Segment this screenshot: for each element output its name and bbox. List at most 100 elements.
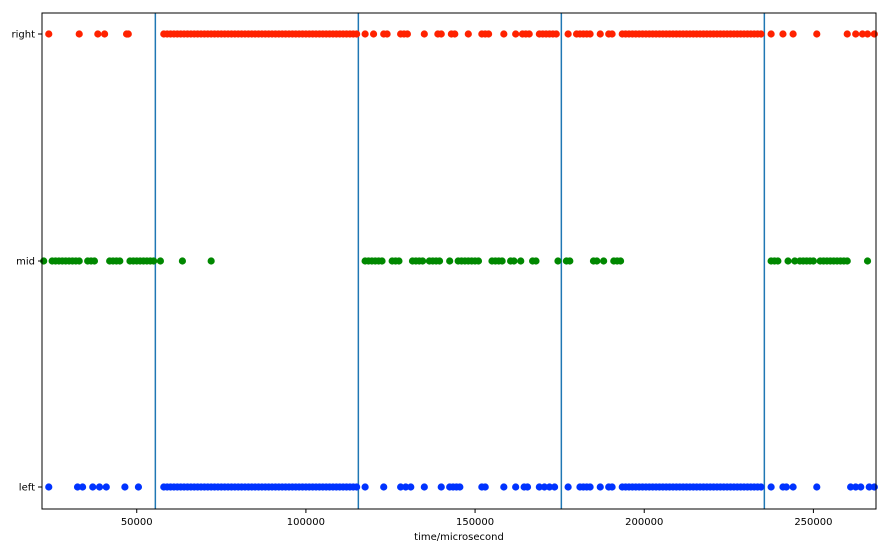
point-left	[865, 483, 873, 491]
point-mid	[791, 257, 799, 265]
point-right	[596, 30, 604, 38]
x-tick-label: 100000	[287, 517, 325, 528]
point-right	[525, 30, 533, 38]
point-right	[383, 30, 391, 38]
point-mid	[75, 257, 83, 265]
point-left	[79, 483, 87, 491]
point-mid	[419, 257, 427, 265]
data-points	[40, 30, 878, 491]
point-left	[73, 483, 82, 491]
point-mid	[156, 257, 165, 265]
point-left	[456, 483, 464, 491]
point-left	[813, 483, 821, 491]
point-left	[782, 483, 790, 491]
point-right	[852, 30, 860, 38]
point-mid	[517, 257, 525, 265]
point-right	[500, 30, 508, 38]
x-tick-label: 150000	[456, 517, 494, 528]
point-left	[852, 483, 860, 491]
point-left	[437, 483, 445, 491]
point-mid	[593, 257, 601, 265]
point-right	[485, 30, 493, 38]
point-left	[45, 483, 53, 491]
point-left	[102, 483, 110, 491]
point-right	[757, 30, 765, 38]
point-left	[767, 483, 775, 491]
y-tick-label-right: right	[12, 30, 36, 41]
point-left	[121, 483, 129, 491]
point-right	[451, 30, 459, 38]
x-axis-ticks: 50000 100000 150000 200000 250000	[121, 509, 833, 528]
point-left	[402, 483, 410, 491]
point-left	[407, 483, 415, 491]
point-mid	[178, 257, 187, 265]
point-left	[361, 483, 369, 491]
x-tick-label: 50000	[121, 517, 153, 528]
point-mid	[784, 257, 792, 265]
point-mid	[474, 257, 483, 265]
point-left	[789, 483, 797, 491]
point-mid	[616, 257, 625, 265]
point-left	[596, 483, 604, 491]
point-left	[545, 483, 554, 491]
point-right	[464, 30, 472, 38]
point-mid	[809, 257, 818, 265]
point-left	[500, 483, 508, 491]
point-right	[813, 30, 821, 38]
point-right	[789, 30, 797, 38]
point-right	[369, 30, 378, 38]
point-left	[95, 483, 104, 491]
point-right	[420, 30, 428, 38]
point-left	[353, 483, 361, 491]
point-left	[870, 483, 878, 491]
point-right	[353, 30, 361, 38]
point-left	[535, 483, 543, 491]
point-mid	[863, 257, 872, 265]
point-left	[757, 483, 765, 491]
point-mid	[90, 257, 99, 265]
point-right	[870, 30, 878, 38]
point-right	[124, 30, 132, 38]
point-mid	[395, 257, 403, 265]
point-left	[847, 483, 855, 491]
point-left	[586, 483, 594, 491]
point-left	[564, 483, 572, 491]
point-left	[380, 483, 388, 491]
point-mid	[600, 257, 608, 265]
x-tick-label: 200000	[625, 517, 663, 528]
point-right	[512, 30, 520, 38]
point-mid	[116, 257, 124, 265]
point-mid	[554, 257, 562, 265]
point-left	[134, 483, 143, 491]
y-axis-ticks: left mid right	[12, 30, 42, 494]
point-right	[403, 30, 412, 38]
point-right	[94, 30, 102, 38]
point-right	[863, 30, 872, 38]
point-left	[512, 483, 520, 491]
point-right	[552, 30, 560, 38]
point-right	[437, 30, 445, 38]
x-axis-title: time/microsecond	[414, 532, 504, 541]
x-tick-label: 250000	[794, 517, 832, 528]
point-left	[397, 483, 405, 491]
point-right	[45, 30, 53, 38]
point-right	[564, 30, 572, 38]
point-right	[586, 30, 594, 38]
point-right	[779, 30, 787, 38]
point-right	[608, 30, 616, 38]
point-left	[481, 483, 489, 491]
point-mid	[446, 257, 454, 265]
point-left	[608, 483, 616, 491]
point-mid	[510, 257, 518, 265]
point-left	[523, 483, 532, 491]
point-mid	[435, 257, 444, 265]
y-tick-label-mid: mid	[16, 257, 35, 268]
point-left	[857, 483, 865, 491]
point-mid	[207, 257, 215, 265]
point-mid	[532, 257, 540, 265]
point-right	[858, 30, 867, 38]
point-mid	[566, 257, 574, 265]
point-left	[540, 483, 549, 491]
point-mid	[150, 257, 158, 265]
